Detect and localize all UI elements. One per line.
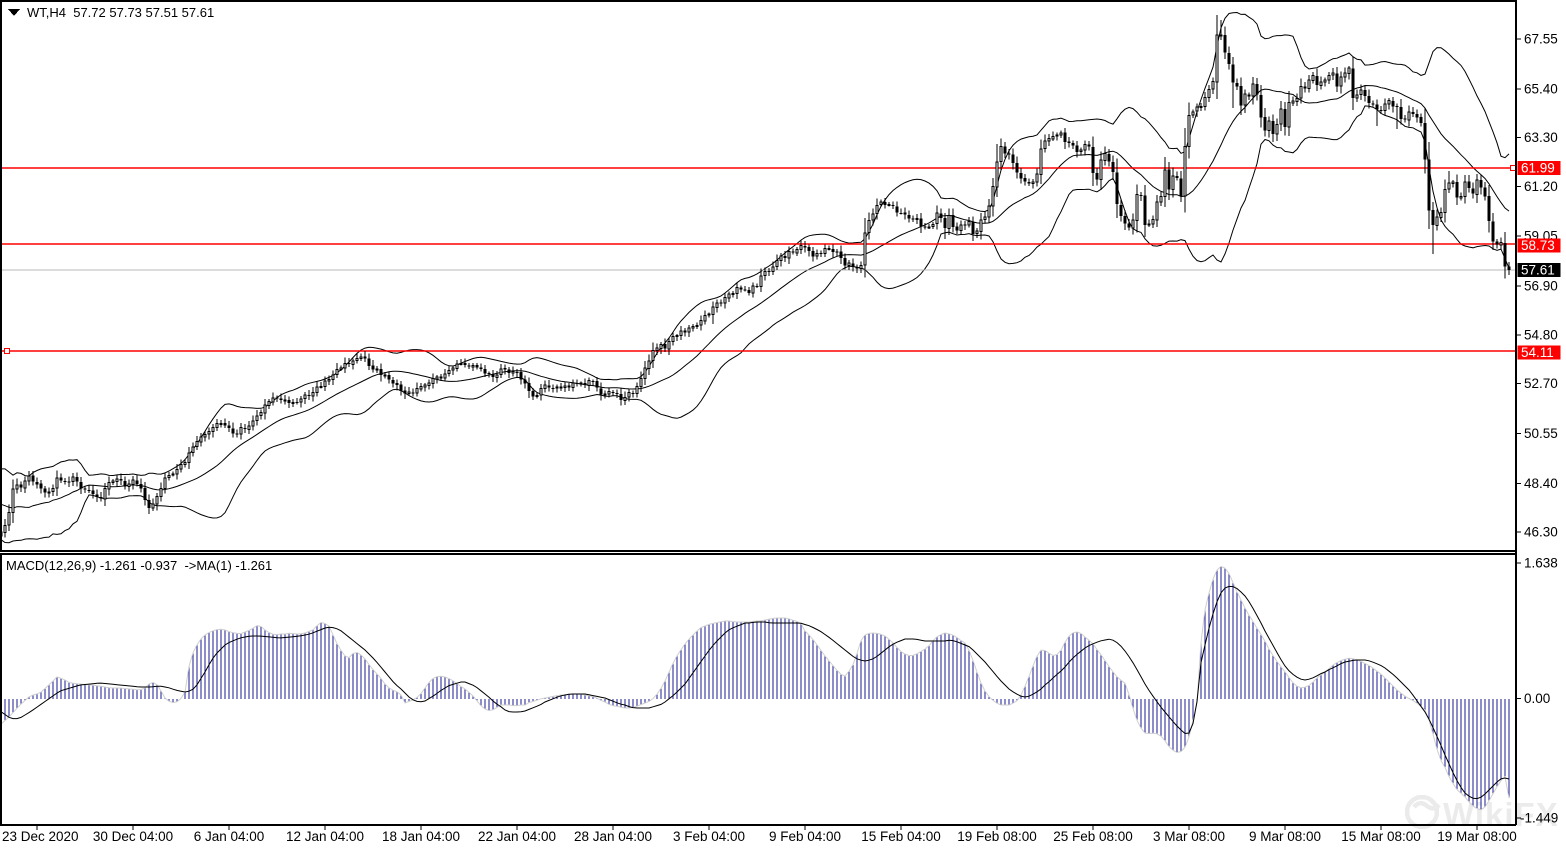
svg-text:WT,H4 57.72 57.73 57.51 57.61: WT,H4 57.72 57.73 57.51 57.61	[27, 5, 214, 20]
svg-text:3 Mar 08:00: 3 Mar 08:00	[1153, 829, 1225, 844]
svg-text:57.61: 57.61	[1521, 263, 1555, 278]
svg-text:65.40: 65.40	[1524, 81, 1558, 96]
svg-text:19 Mar 08:00: 19 Mar 08:00	[1437, 829, 1517, 844]
svg-text:54.11: 54.11	[1521, 345, 1554, 360]
svg-text:23 Dec 2020: 23 Dec 2020	[2, 829, 79, 844]
svg-text:58.73: 58.73	[1521, 238, 1555, 253]
svg-text:67.55: 67.55	[1524, 32, 1558, 47]
svg-text:9 Mar 08:00: 9 Mar 08:00	[1249, 829, 1321, 844]
svg-text:WikiFX: WikiFX	[1443, 796, 1559, 833]
svg-text:MACD(12,26,9) -1.261 -0.937 -: MACD(12,26,9) -1.261 -0.937 ->MA(1) -1.2…	[6, 558, 272, 573]
svg-text:9 Feb 04:00: 9 Feb 04:00	[769, 829, 841, 844]
svg-text:18 Jan 04:00: 18 Jan 04:00	[382, 829, 460, 844]
svg-text:1.638: 1.638	[1524, 556, 1558, 571]
svg-text:54.80: 54.80	[1524, 327, 1558, 342]
svg-text:3 Feb 04:00: 3 Feb 04:00	[673, 829, 745, 844]
svg-text:15 Mar 08:00: 15 Mar 08:00	[1341, 829, 1421, 844]
svg-text:19 Feb 08:00: 19 Feb 08:00	[957, 829, 1037, 844]
svg-text:61.20: 61.20	[1524, 179, 1558, 194]
svg-text:61.99: 61.99	[1521, 161, 1555, 176]
svg-text:50.55: 50.55	[1524, 426, 1558, 441]
svg-text:56.90: 56.90	[1524, 279, 1558, 294]
svg-text:15 Feb 04:00: 15 Feb 04:00	[861, 829, 941, 844]
svg-text:30 Dec 04:00: 30 Dec 04:00	[93, 829, 173, 844]
svg-text:12 Jan 04:00: 12 Jan 04:00	[286, 829, 364, 844]
svg-text:22 Jan 04:00: 22 Jan 04:00	[478, 829, 556, 844]
svg-text:48.40: 48.40	[1524, 476, 1558, 491]
svg-text:52.70: 52.70	[1524, 376, 1558, 391]
svg-text:0.00: 0.00	[1524, 691, 1550, 706]
svg-text:-1.449: -1.449	[1520, 811, 1558, 826]
svg-text:63.30: 63.30	[1524, 130, 1558, 145]
svg-text:28 Jan 04:00: 28 Jan 04:00	[574, 829, 652, 844]
svg-text:46.30: 46.30	[1524, 525, 1558, 540]
svg-text:25 Feb 08:00: 25 Feb 08:00	[1053, 829, 1133, 844]
svg-text:6 Jan 04:00: 6 Jan 04:00	[194, 829, 265, 844]
